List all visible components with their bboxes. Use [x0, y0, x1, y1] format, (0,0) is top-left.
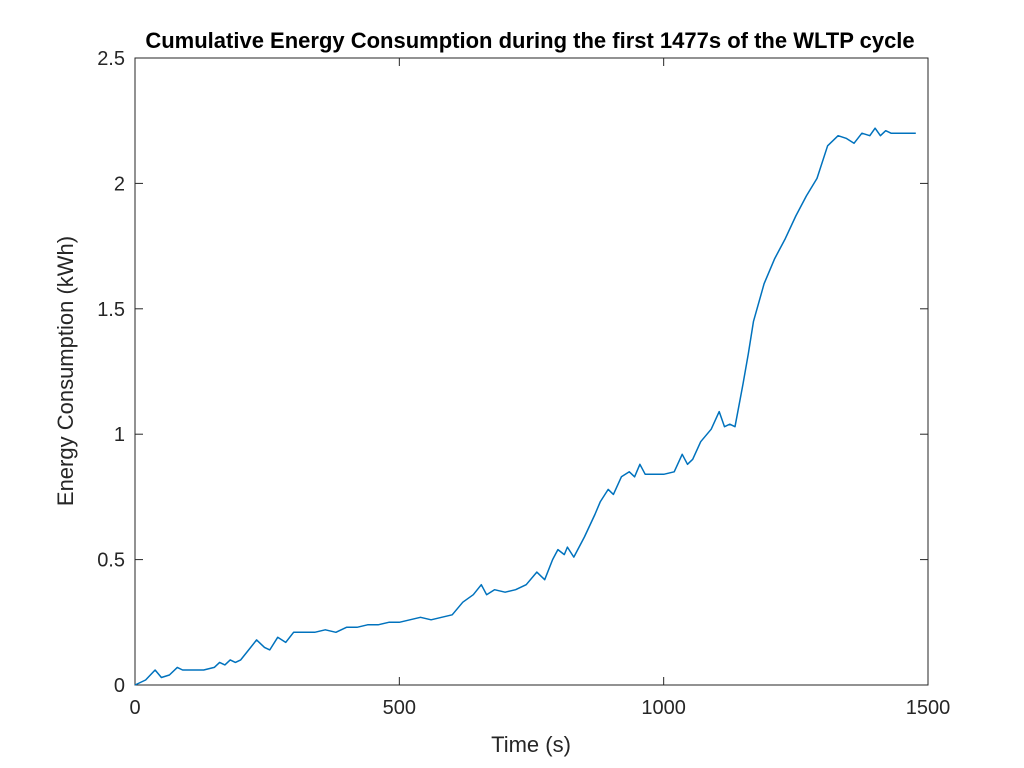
y-axis-label: Energy Consumption (kWh)	[53, 236, 78, 506]
x-tick-label: 500	[383, 697, 416, 719]
y-tick-label: 1.5	[97, 299, 125, 321]
x-tick-label: 1000	[641, 697, 686, 719]
y-tick-label: 2.5	[97, 48, 125, 70]
x-tick-label: 1500	[906, 697, 951, 719]
x-axis-label: Time (s)	[491, 732, 571, 757]
x-tick-label: 0	[129, 697, 140, 719]
y-axis: 0 0.5 1 1.5 2 2.5	[97, 48, 928, 697]
series-line	[134, 127, 916, 686]
chart-title: Cumulative Energy Consumption during the…	[145, 28, 914, 53]
y-tick-label: 1	[114, 424, 125, 446]
y-tick-label: 0.5	[97, 550, 125, 572]
x-axis: 0 500 1000 1500	[129, 58, 950, 719]
y-tick-label: 0	[114, 675, 125, 697]
y-tick-label: 2	[114, 173, 125, 195]
plot-area	[134, 57, 929, 686]
